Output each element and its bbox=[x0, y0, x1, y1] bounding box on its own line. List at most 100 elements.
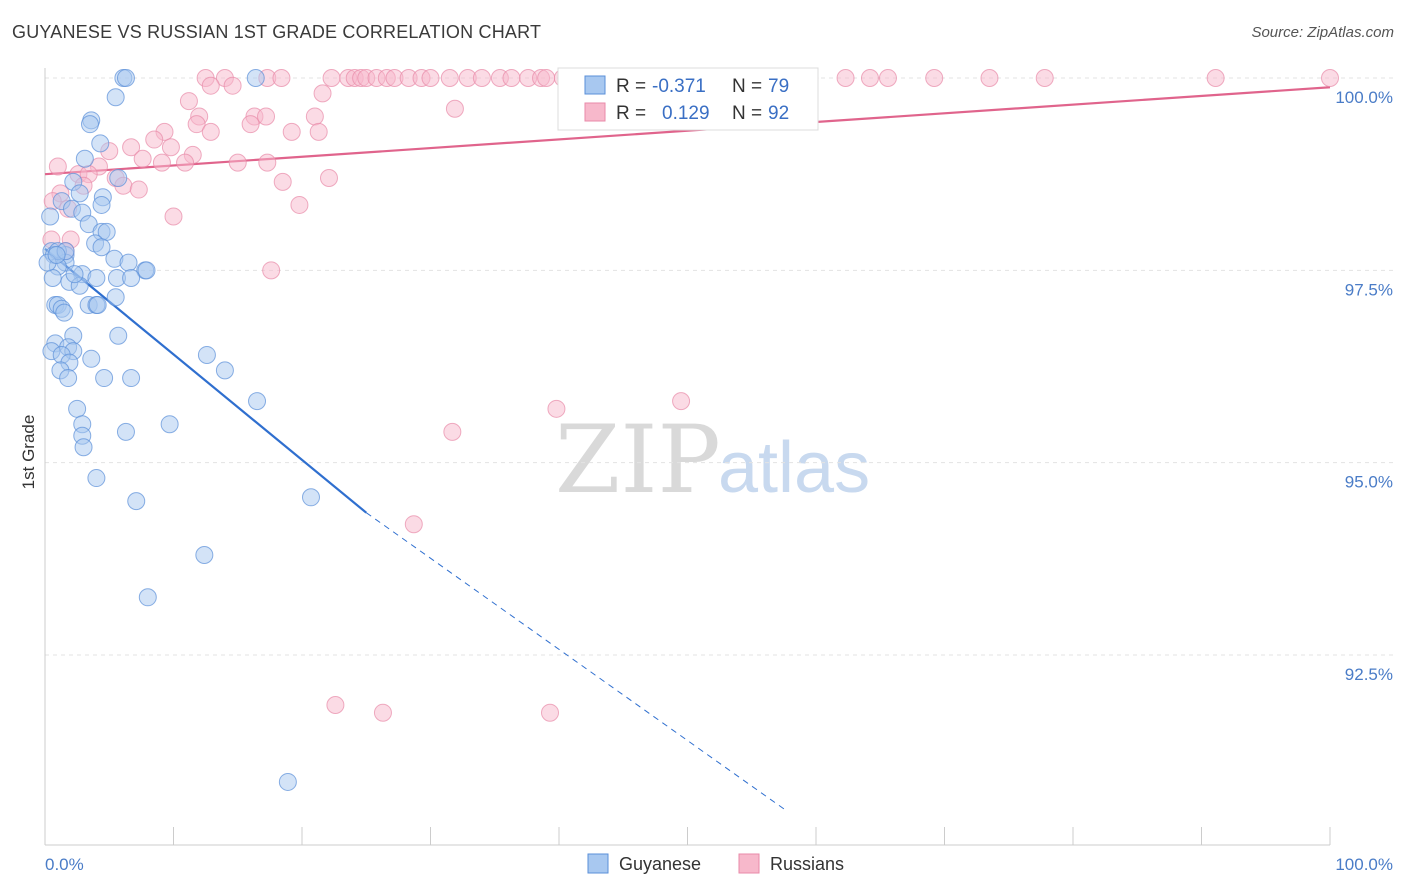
guyanese-point-70 bbox=[195, 545, 214, 564]
guyanese-point-2 bbox=[246, 69, 265, 87]
russian-point-22 bbox=[537, 69, 556, 87]
guyanese-point-7 bbox=[75, 149, 94, 168]
legend-r-label-russians: R = bbox=[616, 103, 646, 124]
russian-point-89 bbox=[326, 696, 345, 715]
watermark-zip: ZIP bbox=[555, 406, 721, 515]
russian-point-64 bbox=[176, 153, 195, 172]
guyanese-point-34 bbox=[87, 269, 106, 288]
russian-point-84 bbox=[262, 261, 281, 280]
guyanese-point-13 bbox=[92, 195, 111, 214]
russian-point-42 bbox=[223, 76, 242, 95]
chart-source: Source: ZipAtlas.com bbox=[1251, 24, 1394, 41]
guyanese-point-38 bbox=[106, 288, 125, 307]
guyanese-point-59 bbox=[122, 369, 141, 388]
guyanese-point-64 bbox=[116, 422, 135, 441]
guyanese-point-5 bbox=[80, 115, 99, 134]
guyanese-trend-line bbox=[44, 247, 367, 514]
legend-n-value-guyanese: 79 bbox=[768, 76, 789, 97]
guyanese-point-78 bbox=[88, 295, 107, 314]
russian-point-49 bbox=[445, 99, 464, 118]
russian-point-88 bbox=[404, 515, 423, 534]
russian-point-44 bbox=[313, 84, 332, 103]
russian-point-61 bbox=[133, 149, 152, 168]
legend-r-label-guyanese: R = bbox=[616, 76, 646, 97]
russian-point-62 bbox=[152, 153, 171, 172]
russian-point-51 bbox=[241, 115, 260, 134]
russian-point-19 bbox=[502, 69, 521, 87]
russian-point-39 bbox=[1206, 69, 1225, 87]
x-tick-label-0: 0.0% bbox=[45, 855, 84, 874]
russian-point-80 bbox=[164, 207, 183, 226]
russian-point-38 bbox=[1035, 69, 1054, 87]
guyanese-trend-extension bbox=[365, 512, 785, 810]
guyanese-point-53 bbox=[82, 349, 101, 368]
chart-title: GUYANESE VS RUSSIAN 1ST GRADE CORRELATIO… bbox=[12, 22, 542, 42]
russian-point-75 bbox=[129, 180, 148, 199]
russian-point-48 bbox=[187, 115, 206, 134]
russian-point-14 bbox=[421, 69, 440, 87]
russian-point-54 bbox=[309, 122, 328, 141]
bottom-legend-label-russians: Russians bbox=[770, 854, 844, 874]
russian-point-66 bbox=[48, 157, 67, 176]
guyanese-point-30 bbox=[137, 261, 156, 280]
guyanese-point-1 bbox=[116, 69, 135, 87]
russian-point-35 bbox=[878, 69, 897, 87]
russian-point-46 bbox=[257, 107, 276, 126]
russian-point-78 bbox=[290, 195, 309, 214]
russian-point-85 bbox=[443, 422, 462, 441]
guyanese-point-8 bbox=[109, 169, 128, 188]
guyanese-point-56 bbox=[215, 361, 234, 380]
russian-point-4 bbox=[322, 69, 341, 87]
russian-point-87 bbox=[672, 392, 691, 411]
legend-r-value-russians: 0.129 bbox=[662, 103, 710, 124]
x-tick-label-1: 100.0% bbox=[1335, 855, 1393, 874]
guyanese-point-72 bbox=[278, 772, 297, 791]
guyanese-point-57 bbox=[59, 369, 78, 388]
legend-r-value-guyanese: -0.371 bbox=[652, 76, 706, 97]
guyanese-point-69 bbox=[301, 488, 320, 507]
russian-point-58 bbox=[161, 138, 180, 157]
bottom-legend-swatch-guyanese bbox=[587, 853, 609, 874]
russian-point-34 bbox=[860, 69, 879, 87]
guyanese-point-76 bbox=[65, 265, 84, 284]
russian-point-91 bbox=[541, 703, 560, 722]
guyanese-point-16 bbox=[41, 207, 60, 226]
russian-point-36 bbox=[925, 69, 944, 87]
guyanese-point-44 bbox=[55, 303, 74, 322]
legend-n-value-russians: 92 bbox=[768, 103, 789, 124]
bottom-legend-label-guyanese: Guyanese bbox=[619, 854, 701, 874]
russian-point-53 bbox=[305, 107, 324, 126]
russian-point-70 bbox=[258, 153, 277, 172]
y-axis-title: 1st Grade bbox=[19, 415, 38, 490]
y-tick-label-2: 95.0% bbox=[1345, 473, 1393, 492]
russian-point-55 bbox=[201, 122, 220, 141]
guyanese-point-10 bbox=[70, 184, 89, 203]
guyanese-point-3 bbox=[106, 88, 125, 107]
guyanese-point-6 bbox=[91, 134, 110, 153]
russian-point-3 bbox=[272, 69, 291, 87]
legend-swatch-guyanese bbox=[584, 75, 606, 95]
russian-point-56 bbox=[122, 138, 141, 157]
data-points bbox=[38, 69, 1339, 791]
guyanese-point-46 bbox=[109, 326, 128, 345]
legend-n-label-russians: N = bbox=[732, 103, 762, 124]
guyanese-point-36 bbox=[122, 269, 141, 288]
russian-point-17 bbox=[472, 69, 491, 87]
guyanese-point-68 bbox=[127, 492, 146, 511]
guyanese-point-66 bbox=[74, 438, 93, 457]
legend-swatch-russians bbox=[584, 102, 606, 122]
correlation-legend: R = -0.371 N = 79 R = 0.129 N = 92 bbox=[557, 67, 819, 131]
bottom-legend-swatch-russians bbox=[738, 853, 760, 874]
guyanese-point-26 bbox=[119, 253, 138, 272]
legend-n-label-guyanese: N = bbox=[732, 76, 762, 97]
series-legend: Guyanese Russians bbox=[587, 853, 844, 874]
grid-lines bbox=[45, 77, 1395, 656]
russian-point-41 bbox=[201, 76, 220, 95]
guyanese-point-61 bbox=[68, 399, 87, 418]
russian-point-86 bbox=[547, 399, 566, 418]
guyanese-point-63 bbox=[160, 415, 179, 434]
y-tick-label-3: 92.5% bbox=[1345, 665, 1393, 684]
guyanese-point-58 bbox=[95, 369, 114, 388]
guyanese-point-71 bbox=[138, 588, 157, 607]
